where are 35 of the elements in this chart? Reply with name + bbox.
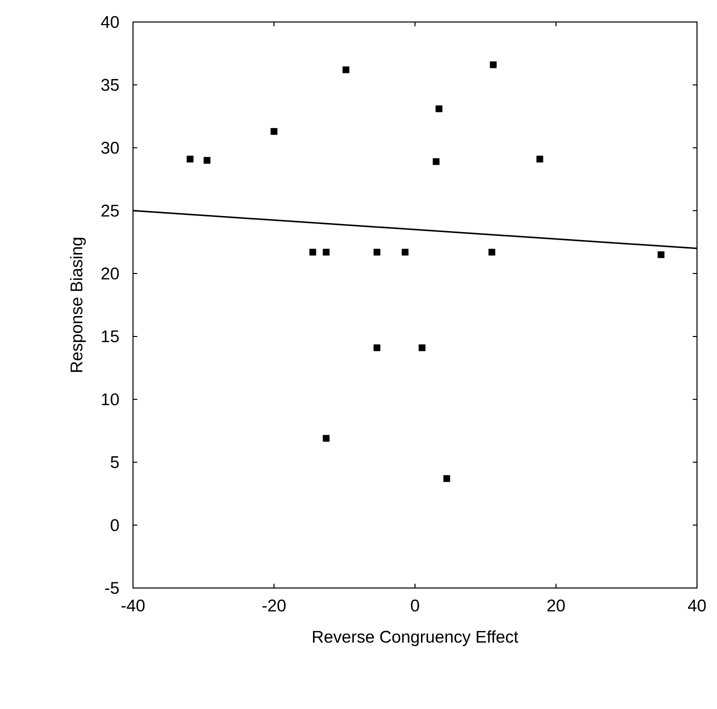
point — [342, 66, 350, 74]
x-tick-label: 0 — [410, 600, 420, 612]
x-tick-label: -20 — [262, 600, 286, 612]
point — [322, 248, 330, 256]
point — [322, 434, 330, 442]
x-tick-label: 40 — [688, 600, 706, 612]
y-tick-label: 0 — [110, 519, 119, 532]
point — [402, 248, 409, 256]
point — [186, 156, 194, 162]
y-tick-label: 30 — [101, 142, 119, 154]
point — [204, 156, 210, 164]
point — [488, 248, 496, 256]
point — [536, 156, 544, 162]
y-tick-label: 10 — [102, 393, 119, 406]
x-tick-label: 20 — [547, 600, 565, 612]
y-axis-title: Response Biasing — [70, 238, 86, 372]
point — [436, 105, 442, 112]
point — [374, 248, 380, 256]
point — [658, 251, 664, 258]
y-tick-label: 25 — [102, 204, 119, 217]
y-tick-label: 5 — [110, 456, 119, 468]
point — [443, 475, 450, 482]
y-tick-label: 20 — [102, 268, 119, 280]
point — [309, 248, 316, 256]
y-tick-label: -5 — [105, 582, 119, 594]
y-tick-label: 40 — [101, 16, 119, 28]
point — [432, 158, 440, 165]
point — [270, 128, 278, 135]
point — [374, 344, 380, 352]
x-axis-title: Reverse Congruency Effect — [312, 630, 518, 646]
x-tick-label: -40 — [122, 600, 145, 612]
y-tick-label: 35 — [101, 78, 119, 91]
y-tick-label: 15 — [102, 330, 119, 342]
point — [490, 61, 497, 68]
point — [418, 344, 426, 352]
